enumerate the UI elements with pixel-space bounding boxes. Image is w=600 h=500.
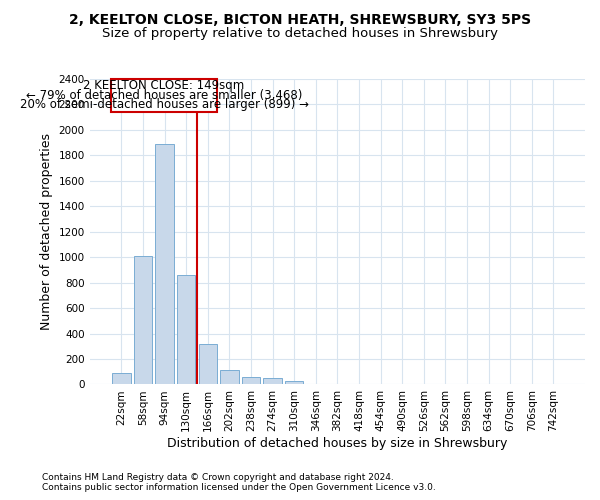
Bar (285, 381, 304, 384)
Bar (134, 256, 152, 384)
Text: ← 79% of detached houses are smaller (3,468): ← 79% of detached houses are smaller (3,… (26, 89, 302, 102)
Text: 20% of semi-detached houses are larger (899) →: 20% of semi-detached houses are larger (… (20, 98, 308, 111)
Bar (220, 370, 239, 384)
Bar (263, 378, 282, 384)
Bar (199, 344, 217, 385)
Text: Contains public sector information licensed under the Open Government Licence v3: Contains public sector information licen… (42, 484, 436, 492)
Text: 2, KEELTON CLOSE, BICTON HEATH, SHREWSBURY, SY3 5PS: 2, KEELTON CLOSE, BICTON HEATH, SHREWSBU… (69, 12, 531, 26)
Bar (112, 372, 131, 384)
Text: Size of property relative to detached houses in Shrewsbury: Size of property relative to detached ho… (102, 28, 498, 40)
Bar (110, 79, 217, 112)
Text: 2 KEELTON CLOSE: 149sqm: 2 KEELTON CLOSE: 149sqm (83, 79, 245, 92)
Text: Contains HM Land Registry data © Crown copyright and database right 2024.: Contains HM Land Registry data © Crown c… (42, 474, 394, 482)
Bar (242, 377, 260, 384)
Bar (177, 275, 196, 384)
Bar (155, 144, 174, 384)
X-axis label: Distribution of detached houses by size in Shrewsbury: Distribution of detached houses by size … (167, 437, 508, 450)
Y-axis label: Number of detached properties: Number of detached properties (40, 133, 53, 330)
